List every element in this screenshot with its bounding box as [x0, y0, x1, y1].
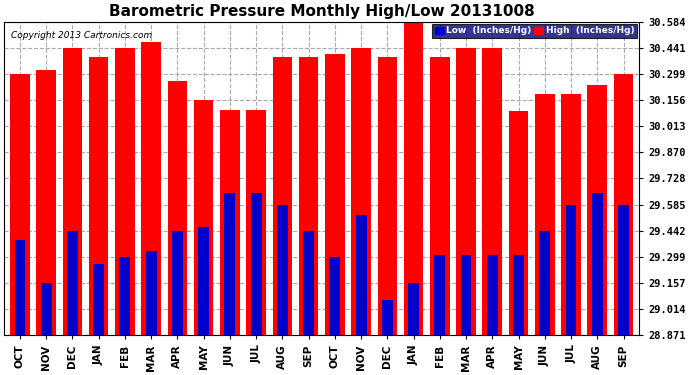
Bar — [141, 42, 161, 335]
Bar — [430, 57, 450, 335]
Bar — [246, 110, 266, 335]
Bar — [377, 57, 397, 335]
Text: Copyright 2013 Cartronics.com: Copyright 2013 Cartronics.com — [10, 31, 152, 40]
Bar — [482, 48, 502, 335]
Bar — [41, 283, 52, 335]
Bar — [618, 205, 629, 335]
Bar — [487, 255, 497, 335]
Title: Barometric Pressure Monthly High/Low 20131008: Barometric Pressure Monthly High/Low 201… — [109, 4, 535, 19]
Bar — [14, 240, 26, 335]
Bar — [277, 205, 288, 335]
Bar — [566, 205, 576, 335]
Bar — [198, 227, 209, 335]
Bar — [540, 231, 550, 335]
Bar — [93, 264, 104, 335]
Bar — [355, 215, 366, 335]
Bar — [592, 193, 603, 335]
Bar — [435, 255, 445, 335]
Bar — [329, 257, 340, 335]
Bar — [63, 48, 82, 335]
Bar — [37, 70, 56, 335]
Bar — [456, 48, 476, 335]
Bar — [10, 74, 30, 335]
Bar — [613, 74, 633, 335]
Bar — [172, 231, 183, 335]
Bar — [303, 231, 314, 335]
Bar — [194, 100, 213, 335]
Bar — [89, 57, 108, 335]
Bar — [119, 257, 130, 335]
Bar — [587, 85, 607, 335]
Bar — [535, 94, 555, 335]
Bar — [299, 57, 319, 335]
Bar — [224, 193, 235, 335]
Bar — [509, 111, 529, 335]
Bar — [115, 48, 135, 335]
Bar — [408, 283, 419, 335]
Bar — [513, 255, 524, 335]
Bar — [146, 251, 157, 335]
Bar — [250, 193, 262, 335]
Bar — [351, 48, 371, 335]
Bar — [561, 94, 581, 335]
Bar — [273, 57, 292, 335]
Bar — [404, 22, 424, 335]
Bar — [325, 54, 345, 335]
Bar — [461, 255, 471, 335]
Bar — [220, 110, 239, 335]
Bar — [168, 81, 187, 335]
Bar — [67, 231, 78, 335]
Legend: Low  (Inches/Hg), High  (Inches/Hg): Low (Inches/Hg), High (Inches/Hg) — [432, 24, 638, 38]
Bar — [382, 300, 393, 335]
